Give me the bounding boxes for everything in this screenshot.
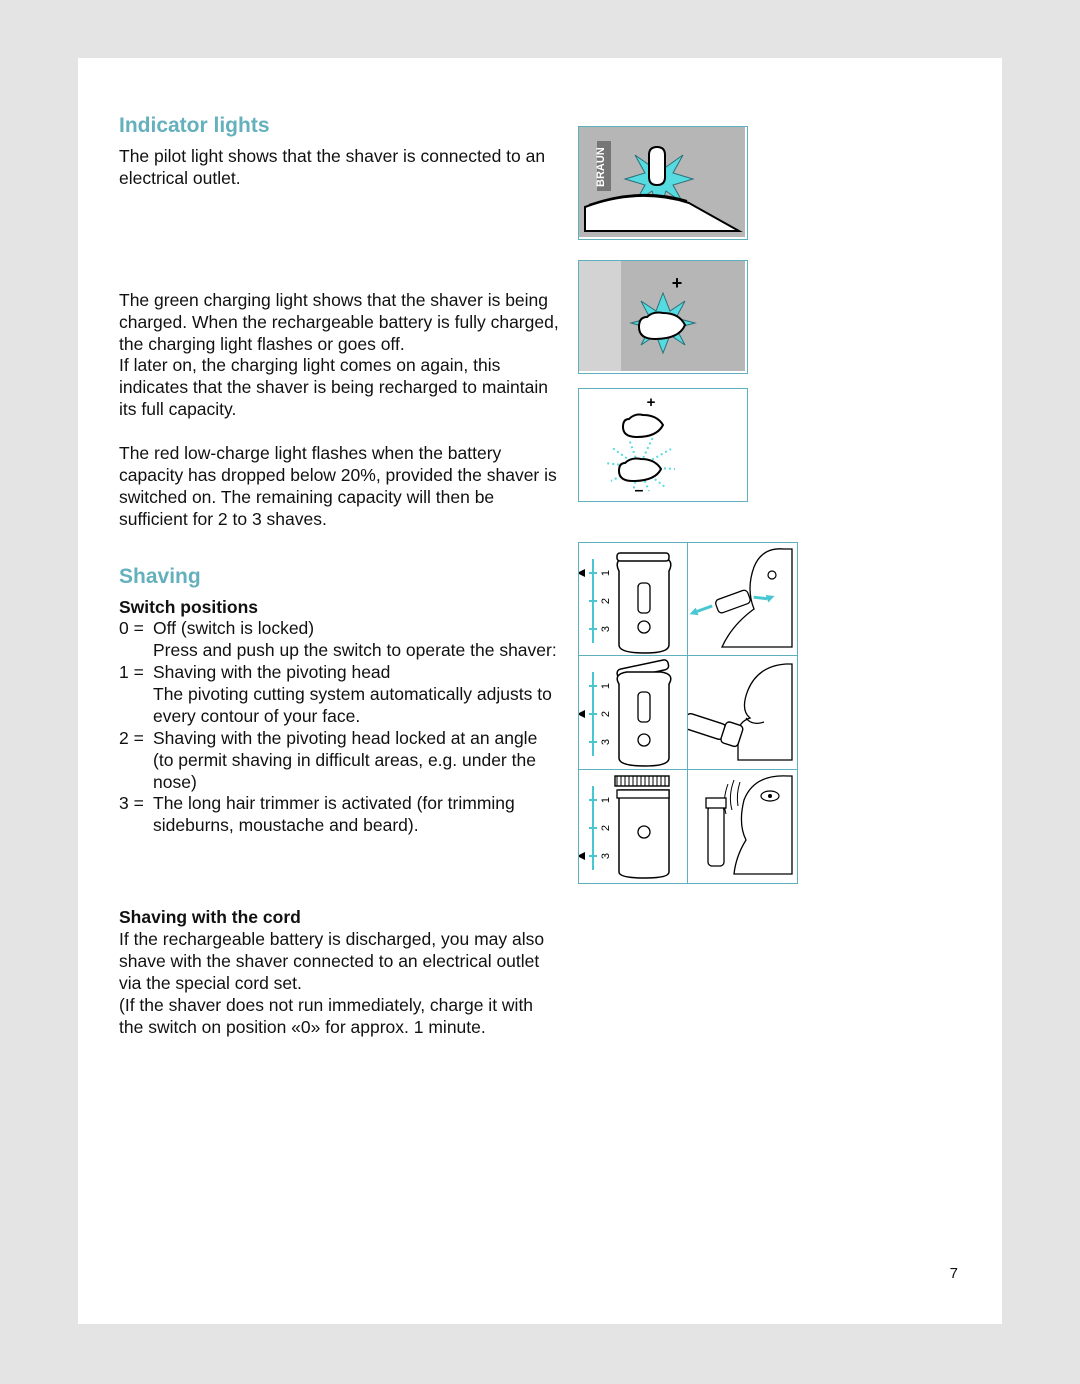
svg-text:3: 3	[600, 853, 612, 859]
switch-val-1a: Shaving with the pivoting head	[153, 662, 559, 684]
indicator-p1: The pilot light shows that the shaver is…	[119, 146, 559, 190]
switch-position-grid: 3 2 1	[578, 542, 800, 884]
cord-p1: If the rechargeable battery is discharge…	[119, 929, 559, 995]
svg-text:3: 3	[600, 626, 612, 632]
switch-val-2: Shaving with the pivoting head locked at…	[153, 728, 559, 794]
svg-text:2: 2	[600, 598, 612, 604]
svg-text:3: 3	[600, 739, 612, 745]
heading-shaving: Shaving	[119, 565, 559, 589]
pilot-light-diagram: BRAUN	[578, 126, 748, 240]
svg-text:–: –	[635, 482, 644, 499]
switch-val-3: The long hair trimmer is activated (for …	[153, 793, 559, 837]
svg-text:2: 2	[600, 711, 612, 717]
switch-cell-1-left: 3 2 1	[578, 542, 688, 656]
page-number: 7	[950, 1265, 958, 1282]
switch-key-1: 1 =	[119, 662, 153, 684]
switch-cell-1-right	[688, 542, 798, 656]
indicator-p4: The red low-charge light flashes when th…	[119, 443, 559, 531]
svg-text:BRAUN: BRAUN	[595, 147, 607, 187]
heading-indicator-lights: Indicator lights	[119, 114, 559, 138]
indicator-p2: The green charging light shows that the …	[119, 290, 559, 356]
switch-val-1b: The pivoting cutting system automaticall…	[153, 684, 559, 728]
switch-key-2: 2 =	[119, 728, 153, 794]
cord-p2: (If the shaver does not run immediately,…	[119, 995, 559, 1039]
switch-cell-3-right	[688, 770, 798, 884]
svg-text:2: 2	[600, 825, 612, 831]
charging-light-diagram: +	[578, 260, 748, 374]
switch-cell-3-left: 3 2 1	[578, 770, 688, 884]
plus-label: +	[672, 273, 683, 293]
svg-text:1: 1	[600, 570, 612, 576]
manual-page: Indicator lights The pilot light shows t…	[78, 58, 1002, 1324]
svg-text:+: +	[647, 394, 656, 411]
svg-text:1: 1	[600, 683, 612, 689]
switch-val-0b: Press and push up the switch to operate …	[153, 640, 559, 662]
switch-key-3: 3 =	[119, 793, 153, 837]
switch-cell-2-right	[688, 656, 798, 770]
switch-key-0: 0 =	[119, 618, 153, 640]
text-column: Indicator lights The pilot light shows t…	[119, 114, 559, 1038]
svg-text:1: 1	[600, 797, 612, 803]
switch-position-list: 0 = Off (switch is locked) Press and pus…	[119, 618, 559, 837]
indicator-p3: If later on, the charging light comes on…	[119, 355, 559, 421]
low-charge-diagram: + –	[578, 388, 748, 502]
cord-heading: Shaving with the cord	[119, 907, 559, 929]
switch-val-0a: Off (switch is locked)	[153, 618, 559, 640]
switch-positions-heading: Switch positions	[119, 597, 559, 619]
switch-cell-2-left: 3 2 1	[578, 656, 688, 770]
illustration-column: BRAUN + +	[578, 126, 958, 884]
